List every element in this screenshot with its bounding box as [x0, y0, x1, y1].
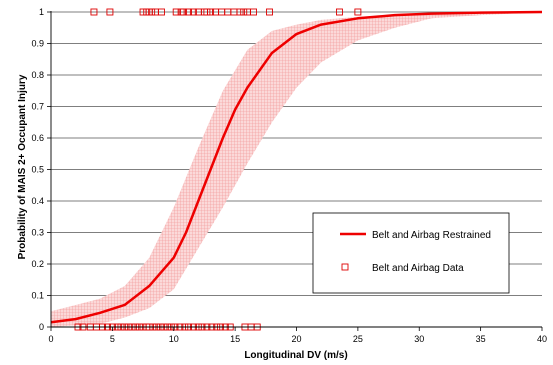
y-tick-label-7: 0.7 — [31, 102, 44, 112]
y-tick-label-1: 0.1 — [31, 291, 44, 301]
data-point-injured-22 — [240, 8, 248, 16]
x-tick-label-6: 30 — [414, 334, 424, 344]
data-point-injured-12 — [189, 8, 197, 16]
legend-label-data: Belt and Airbag Data — [372, 263, 464, 274]
x-tick-label-2: 10 — [169, 334, 179, 344]
y-tick-label-4: 0.4 — [31, 196, 44, 206]
legend-box — [312, 212, 510, 294]
y-tick-label-3: 0.3 — [31, 228, 44, 238]
y-tick-label-6: 0.6 — [31, 133, 44, 143]
data-point-injured-7 — [158, 8, 165, 16]
legend: Belt and Airbag Restrained Belt and Airb… — [312, 212, 510, 294]
data-point-injured-15 — [203, 8, 211, 16]
series-line-belt-and-airbag-restrained — [50, 10, 543, 324]
data-point-injured-25 — [266, 8, 273, 16]
y-tick-label-10: 1 — [39, 7, 44, 17]
data-point-injured-0 — [90, 8, 98, 16]
y-tick-label-8: 0.8 — [31, 70, 44, 80]
y-tick-label-9: 0.9 — [31, 39, 44, 49]
data-point-injured-26 — [336, 8, 343, 16]
y-tick-label-0: 0 — [39, 322, 44, 332]
data-point-injured-24 — [250, 8, 257, 16]
x-tick-label-1: 5 — [110, 334, 115, 344]
confidence-band — [51, 12, 542, 327]
data-point-injured-21 — [236, 8, 244, 16]
tick-labels: 0 5 10 15 20 25 30 35 40 0 0.1 0.2 0.3 0.4 0.5 0.6 0.7 0.… — [31, 7, 547, 344]
data-point-injured-10 — [180, 8, 188, 16]
data-point-injured-5 — [148, 8, 156, 16]
axes — [47, 11, 543, 331]
y-tick-label-2: 0.2 — [31, 259, 44, 269]
y-tick-label-5: 0.5 — [31, 165, 44, 175]
legend-marker-swatch — [341, 263, 349, 271]
data-point-injured-27 — [354, 8, 362, 16]
x-tick-label-5: 25 — [353, 334, 363, 344]
x-axis-title: Longitudinal DV (m/s) — [244, 350, 347, 361]
data-point-injured-8 — [172, 8, 180, 16]
x-tick-label-0: 0 — [48, 334, 53, 344]
confidence-band-layer — [51, 12, 542, 327]
x-tick-label-4: 20 — [291, 334, 301, 344]
probability-curve-layer — [50, 10, 543, 324]
y-axis-title: Probability of MAIS 2+ Occupant Injury — [17, 74, 28, 259]
data-point-injured-16 — [207, 8, 215, 16]
legend-label-curve: Belt and Airbag Restrained — [372, 230, 491, 241]
x-tick-label-3: 15 — [230, 334, 240, 344]
x-tick-label-7: 35 — [476, 334, 486, 344]
data-point-injured-1 — [106, 8, 114, 16]
x-tick-label-8: 40 — [537, 334, 547, 344]
data-point-injured-11 — [185, 8, 192, 16]
